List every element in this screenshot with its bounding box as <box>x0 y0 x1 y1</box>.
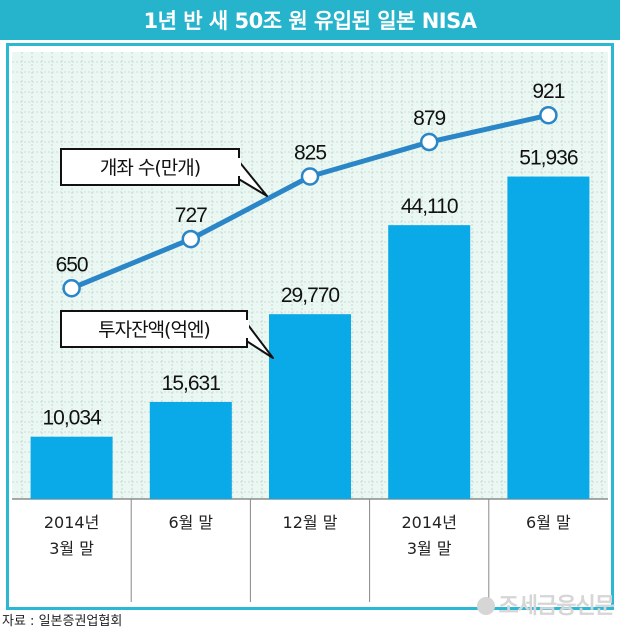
line-value-label: 879 <box>413 107 445 130</box>
callout-label: 개좌 수(만개) <box>100 157 200 179</box>
callout-box <box>60 148 240 186</box>
watermark-icon <box>476 597 495 615</box>
line-point <box>62 279 81 298</box>
source-note: 자료 : 일본증권업협회 <box>2 614 123 629</box>
category-label: 3월 말 <box>407 539 452 558</box>
callout-label: 투자잔액(억엔) <box>98 319 210 341</box>
line-point <box>300 167 320 186</box>
chart-title: 1년 반 새 50조 원 유입된 일본 NISA <box>143 9 477 33</box>
category-label: 12월 말 <box>283 513 338 532</box>
line-point <box>539 105 558 125</box>
bar-value-label: 51,936 <box>519 147 578 170</box>
line-value-label: 727 <box>175 204 207 227</box>
bar-value-label: 10,034 <box>42 407 102 430</box>
chart-panel: 10,034 15,631 29,770 44,110 51,936 650 727 825 8… <box>6 43 614 610</box>
bar <box>30 436 113 499</box>
line-series-callout: 개좌 수(만개) <box>60 148 268 197</box>
category-label: 3월 말 <box>49 539 94 558</box>
category-label: 6월 말 <box>526 513 571 532</box>
bar <box>388 225 471 499</box>
category-label: 2014년 <box>401 513 456 532</box>
chart-svg: 10,034 15,631 29,770 44,110 51,936 650 727 825 8… <box>12 52 608 602</box>
bar-value-label: 29,770 <box>281 284 340 307</box>
callout-box <box>60 310 248 348</box>
callout-seam <box>237 158 241 176</box>
line-value-label: 650 <box>56 253 88 276</box>
line-point <box>181 229 201 249</box>
bar-value-label: 15,631 <box>162 372 221 395</box>
title-bar: 1년 반 새 50조 원 유입된 일본 NISA <box>0 0 620 40</box>
bar <box>507 176 590 499</box>
legend-callouts: 개좌 수(만개) 투자잔액(억엔) <box>60 148 274 359</box>
category-axis: 2014년 3월 말 6월 말 12월 말 2014년 3월 말 6월 말 <box>44 499 571 602</box>
category-label: 2014년 <box>44 513 99 532</box>
category-label: 6월 말 <box>168 513 213 532</box>
data-labels: 10,034 15,631 29,770 44,110 51,936 650 727 825 8… <box>42 80 578 430</box>
line-point <box>419 132 439 152</box>
bar <box>269 314 351 499</box>
bar-series <box>30 176 590 499</box>
callout-seam <box>245 320 249 338</box>
line-series <box>62 105 558 298</box>
bar <box>149 401 232 499</box>
line-value-label: 921 <box>532 80 564 103</box>
line-value-label: 825 <box>294 142 326 165</box>
bar-series-callout: 투자잔액(억엔) <box>60 310 274 359</box>
watermark-text: 조세금융신문 <box>498 594 615 619</box>
bar-value-label: 44,110 <box>401 195 458 218</box>
watermark-logo: 조세금융신문 <box>476 588 615 620</box>
